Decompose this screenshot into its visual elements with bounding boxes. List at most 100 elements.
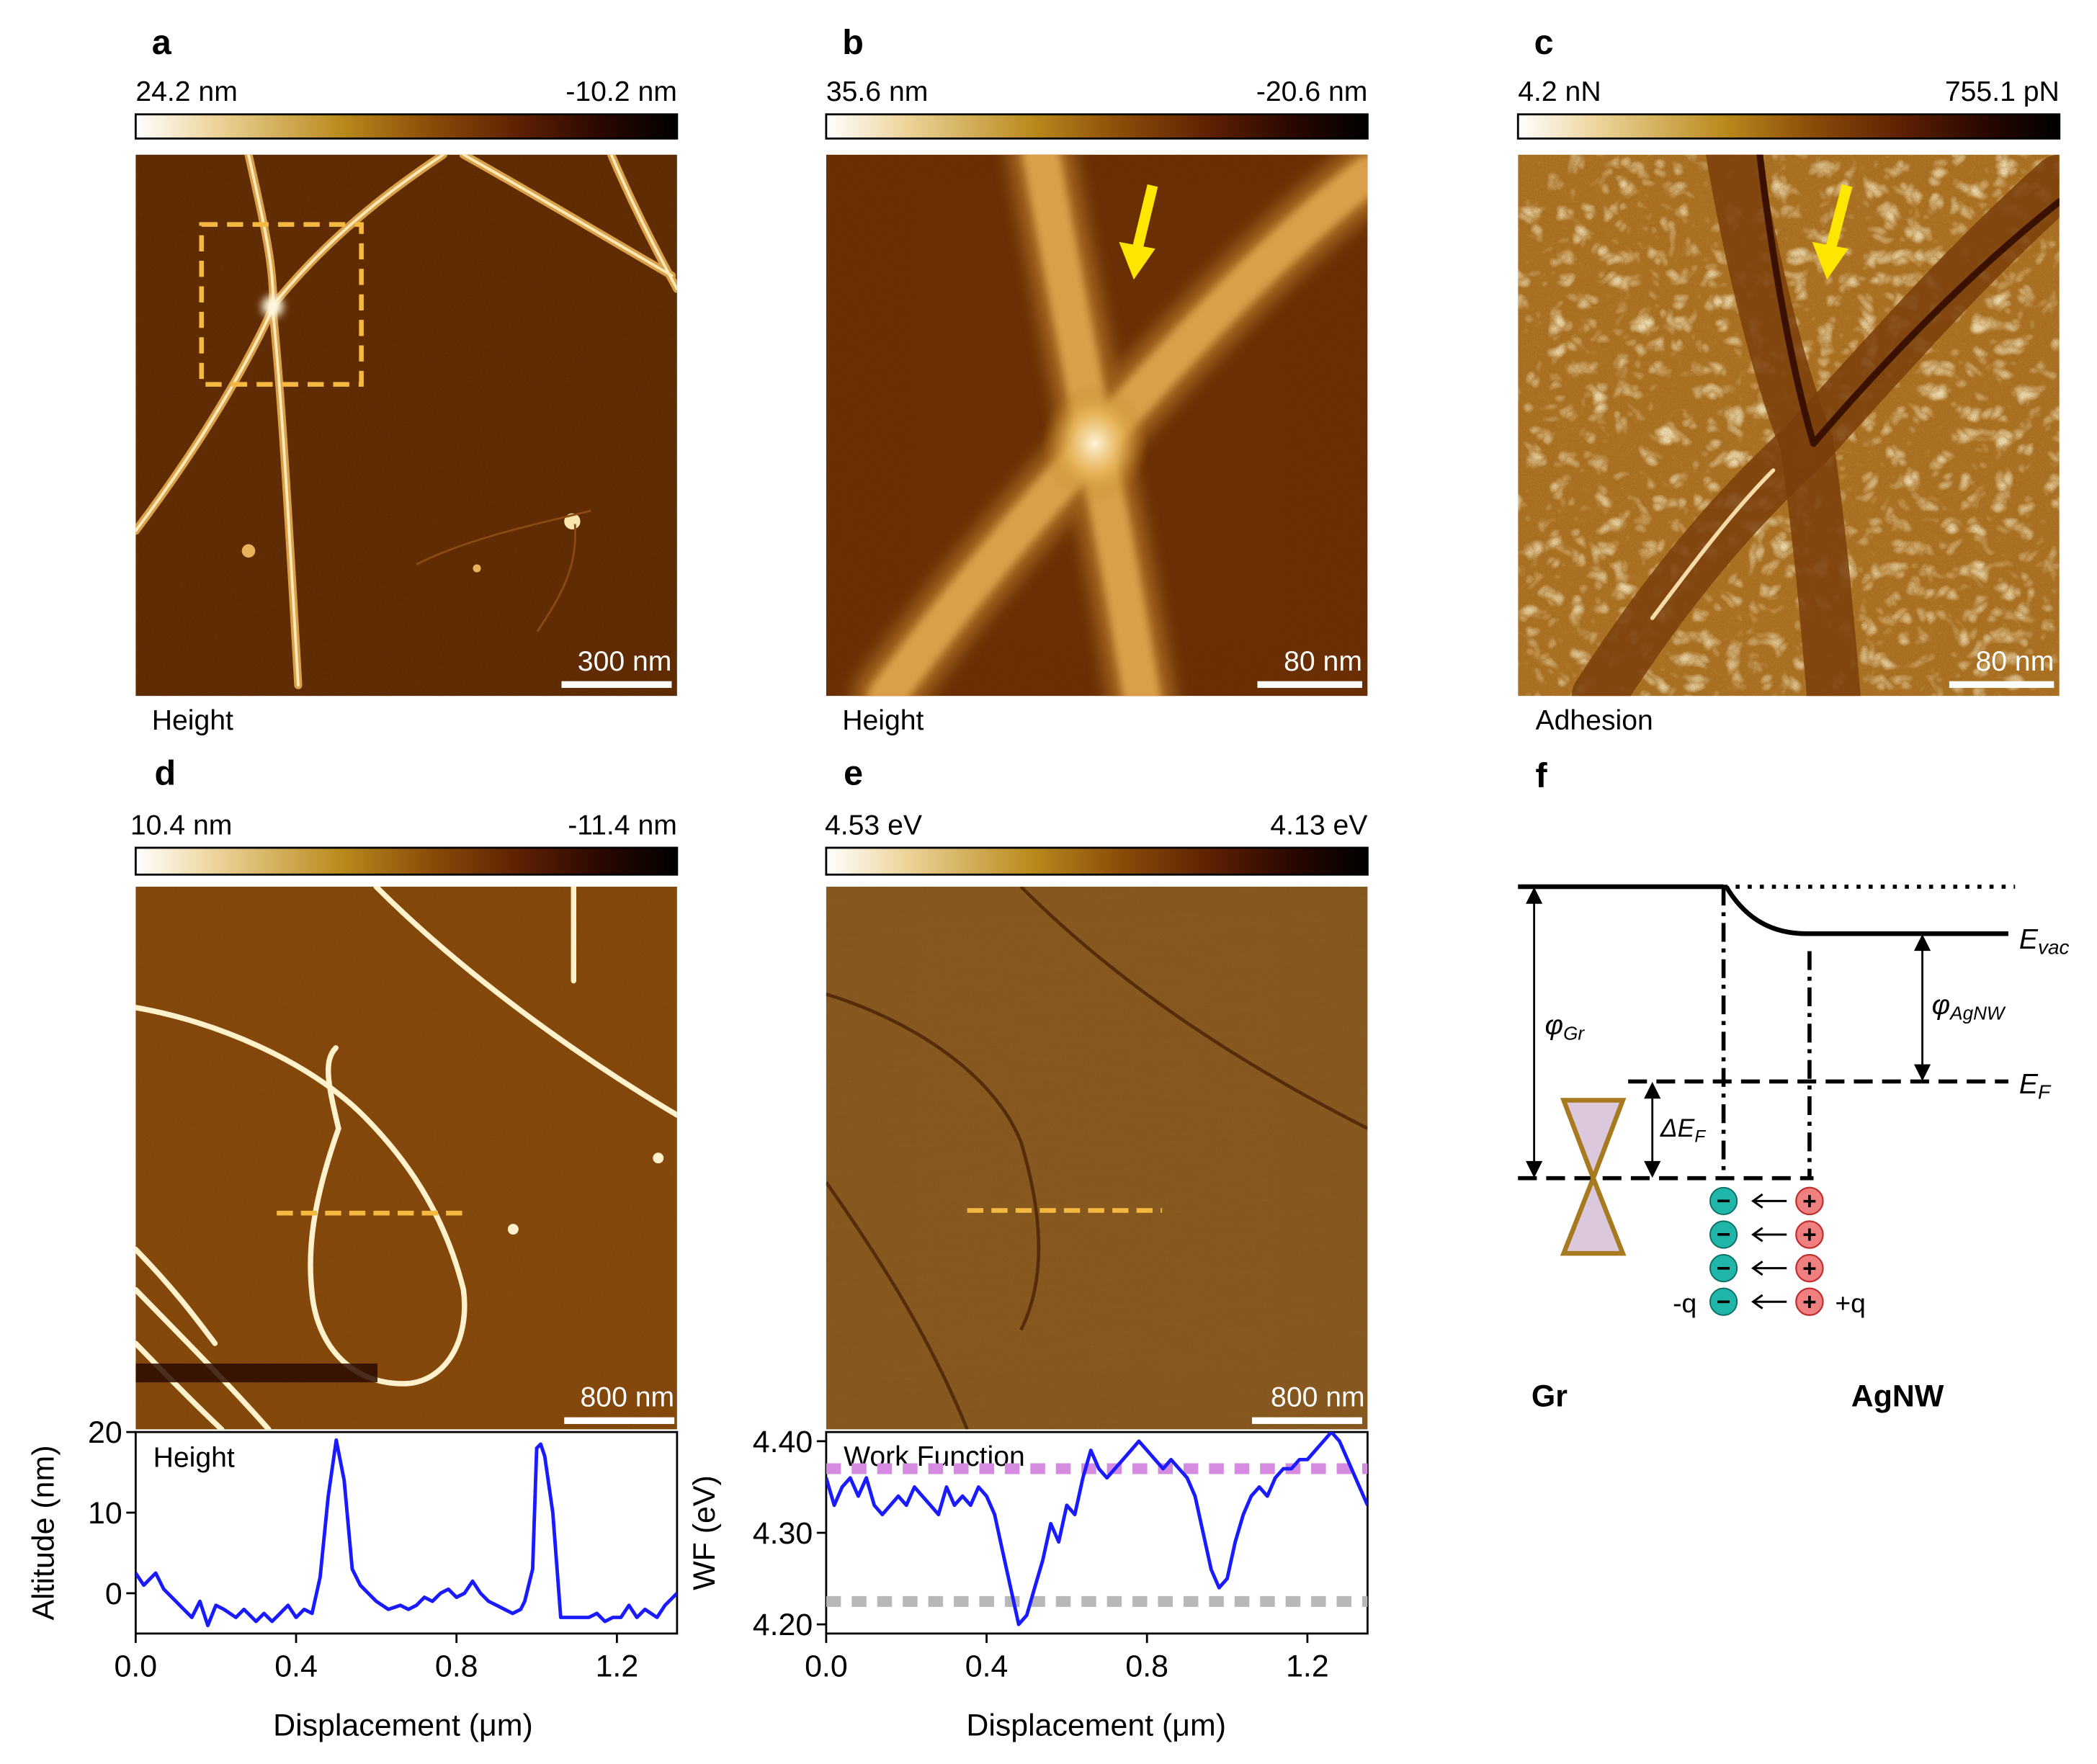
- colorbar-max-label: 35.6 nm: [826, 76, 928, 107]
- kpfm-work-function-image: [826, 887, 1368, 1430]
- delta-ef-arrow: [1644, 1082, 1661, 1178]
- arrow-head: [1812, 241, 1849, 280]
- colorbar-max-label: 10.4 nm: [130, 810, 232, 841]
- colorbar-max-label: 4.2 nN: [1518, 76, 1601, 107]
- e-vac-label: Evac: [2019, 924, 2070, 958]
- colorbar: [825, 113, 1369, 140]
- y-tick-label: 4.20: [753, 1608, 813, 1642]
- x-tick-label: 0.0: [805, 1649, 848, 1684]
- y-axis-label: Altitude (nm): [27, 1445, 61, 1620]
- colorbar-min-label: 4.13 eV: [1270, 810, 1367, 841]
- electron-icon: [1709, 1186, 1738, 1215]
- minus-q-label: -q: [1673, 1288, 1696, 1318]
- electron-sign: −: [1717, 1289, 1731, 1315]
- zoom-region-box: [199, 222, 364, 387]
- scalebar: [561, 681, 672, 689]
- scalebar-label: 80 nm: [1975, 646, 2054, 677]
- data-series: [826, 1432, 1368, 1626]
- afm-height-image: [135, 154, 677, 697]
- scalebar: [1949, 681, 2054, 689]
- charge-row: − +: [1709, 1186, 1824, 1216]
- afm-height-image: [135, 887, 677, 1430]
- charge-row: − +: [1709, 1220, 1824, 1249]
- vacuum-level-agnw: [1724, 885, 2008, 936]
- attraction-arrow: [1751, 1261, 1787, 1276]
- scalebar-label: 80 nm: [1284, 646, 1362, 677]
- scalebar-label: 800 nm: [581, 1382, 675, 1413]
- delta-ef-label: ΔEF: [1660, 1114, 1706, 1146]
- phi-agnw-arrow: [1913, 934, 1931, 1081]
- panel-f-band-diagram: f Evac EF φGr φAgNW ΔEF: [1518, 756, 2070, 1414]
- x-tick-label: 0.0: [115, 1649, 158, 1684]
- colorbar-max-label: 4.53 eV: [825, 810, 922, 841]
- hole-icon: [1795, 1287, 1824, 1317]
- colorbar-min-label: -20.6 nm: [1256, 76, 1368, 107]
- x-tick-label: 0.4: [965, 1649, 1009, 1684]
- electron-sign: −: [1717, 1255, 1731, 1282]
- colorbar-max-label: 24.2 nm: [135, 76, 237, 107]
- arrow-indicator: [1824, 184, 1853, 254]
- e-f-label: EF: [2019, 1069, 2052, 1103]
- arrow-indicator: [1131, 184, 1158, 254]
- x-axis-label: Displacement (μm): [966, 1709, 1226, 1743]
- x-axis-label: Displacement (μm): [273, 1709, 533, 1743]
- charge-row: − +: [1709, 1253, 1824, 1283]
- plus-q-label: +q: [1835, 1288, 1866, 1318]
- panel-letter: e: [844, 753, 863, 792]
- colorbar: [134, 113, 679, 140]
- axis-ticks: 0.0 0.4 0.8 1.2 4.20 4.30 4.40: [753, 1425, 1329, 1684]
- attraction-arrow: [1751, 1227, 1787, 1243]
- panel-d: d 10.4 nm -11.4 nm 800 nm: [130, 753, 679, 1430]
- electron-icon: [1709, 1287, 1738, 1316]
- work-function-profile-chart: Work Function 0.0 0.4 0.8 1.24.204.304.40 D…: [687, 1425, 1369, 1743]
- electron-icon: [1709, 1220, 1738, 1249]
- electron-icon: [1709, 1254, 1738, 1283]
- channel-label: Height: [152, 705, 233, 736]
- y-tick-label: 20: [88, 1415, 122, 1450]
- x-tick-label: 0.8: [435, 1649, 478, 1684]
- colorbar-min-label: 755.1 pN: [1945, 76, 2060, 107]
- y-tick-label: 0: [105, 1577, 122, 1611]
- panel-b: b 35.6 nm -20.6 nm 80 nm Height: [825, 23, 1369, 736]
- arrow-head: [1119, 241, 1155, 280]
- attraction-arrow: [1751, 1193, 1787, 1209]
- hole-sign: +: [1802, 1289, 1817, 1315]
- profile-series-line: [826, 1432, 1368, 1626]
- scalebar-label: 300 nm: [578, 646, 672, 677]
- y-axis-label: WF (eV): [687, 1475, 722, 1590]
- panel-a: a 24.2 nm -10.2 nm: [134, 23, 679, 736]
- material-label-agnw: AgNW: [1851, 1379, 1944, 1414]
- x-tick-label: 1.2: [1286, 1649, 1329, 1684]
- hole-icon: [1795, 1220, 1824, 1249]
- y-tick-label: 4.30: [753, 1516, 813, 1551]
- material-label-gr: Gr: [1532, 1379, 1568, 1414]
- reference-levels: [826, 1463, 1368, 1607]
- electron-sign: −: [1717, 1222, 1731, 1248]
- dirac-cone-icon: [1560, 1098, 1627, 1256]
- panel-letter: c: [1534, 23, 1554, 62]
- data-series: [135, 1438, 677, 1628]
- panel-letter: a: [152, 23, 172, 62]
- hole-sign: +: [1802, 1188, 1817, 1215]
- y-tick-label: 4.40: [753, 1425, 813, 1459]
- interface-charges: − + − + − + −: [1673, 1186, 1866, 1318]
- x-tick-label: 0.4: [274, 1649, 318, 1684]
- colorbar: [825, 846, 1369, 876]
- panel-c: c 4.2 nN 755.1 pN 80 nm Adhesion: [1516, 23, 2061, 736]
- channel-label: Height: [842, 705, 924, 736]
- phi-agnw-label: φAgNW: [1932, 990, 2006, 1024]
- colorbar-min-label: -10.2 nm: [565, 76, 677, 107]
- panel-letter: f: [1536, 756, 1548, 795]
- inset-label: Height: [153, 1443, 235, 1474]
- scalebar-label: 800 nm: [1271, 1382, 1365, 1413]
- panel-letter: b: [842, 23, 864, 62]
- profile-series-line: [135, 1438, 677, 1628]
- hole-sign: +: [1802, 1222, 1817, 1248]
- channel-label: Adhesion: [1536, 705, 1653, 736]
- panel-e: e 4.53 eV 4.13 eV 800 nm: [825, 753, 1369, 1430]
- scalebar: [564, 1417, 675, 1424]
- scalebar: [1252, 1417, 1362, 1424]
- colorbar-min-label: -11.4 nm: [568, 810, 677, 841]
- hole-icon: [1795, 1253, 1824, 1283]
